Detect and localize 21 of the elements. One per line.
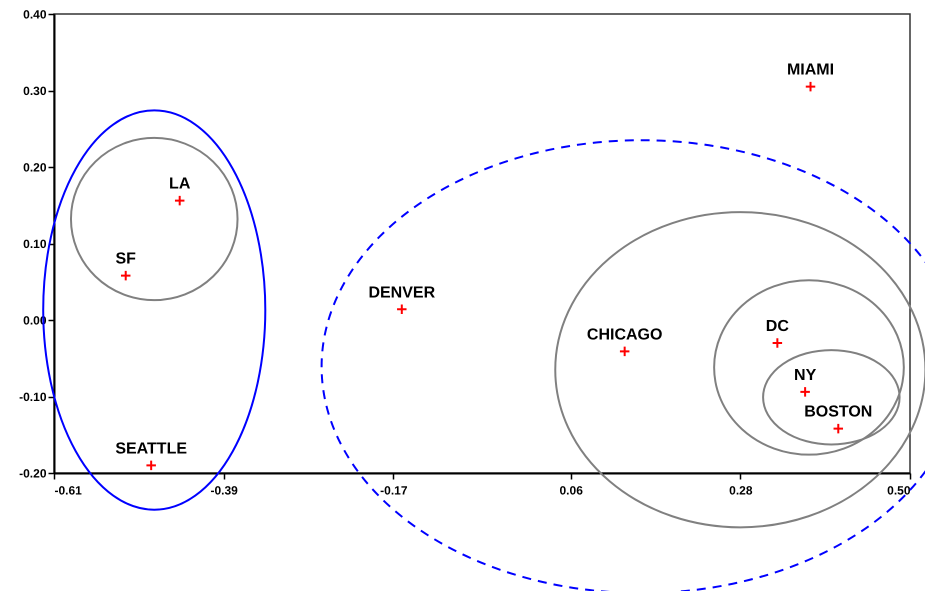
y-tick-label: 0.30 xyxy=(23,84,47,98)
y-tick-label: -0.10 xyxy=(19,390,47,404)
x-tick-label: 0.06 xyxy=(560,484,584,498)
x-tick-label: -0.17 xyxy=(380,484,408,498)
annotation: NY xyxy=(794,366,817,384)
annotation: DENVER xyxy=(368,284,436,302)
y-tick-label: -0.20 xyxy=(19,466,47,480)
annotation: BOSTON xyxy=(804,404,872,421)
annotation: SF xyxy=(115,250,136,268)
annotation: MIAMI xyxy=(786,62,834,79)
y-tick-label: 0.40 xyxy=(23,8,47,22)
y-tick-label: 0.10 xyxy=(23,237,47,251)
annotation: DC xyxy=(766,318,790,335)
x-tick-label: 0.28 xyxy=(729,484,753,498)
annotation: SEATTLE xyxy=(115,440,188,458)
annotation: LA xyxy=(169,176,191,193)
x-tick-label: -0.61 xyxy=(54,484,82,498)
x-tick-label: 0.50 xyxy=(887,484,911,498)
y-tick-label: 0.20 xyxy=(23,160,47,174)
x-tick-label: -0.39 xyxy=(210,484,238,498)
annotation: CHICAGO xyxy=(586,326,662,344)
